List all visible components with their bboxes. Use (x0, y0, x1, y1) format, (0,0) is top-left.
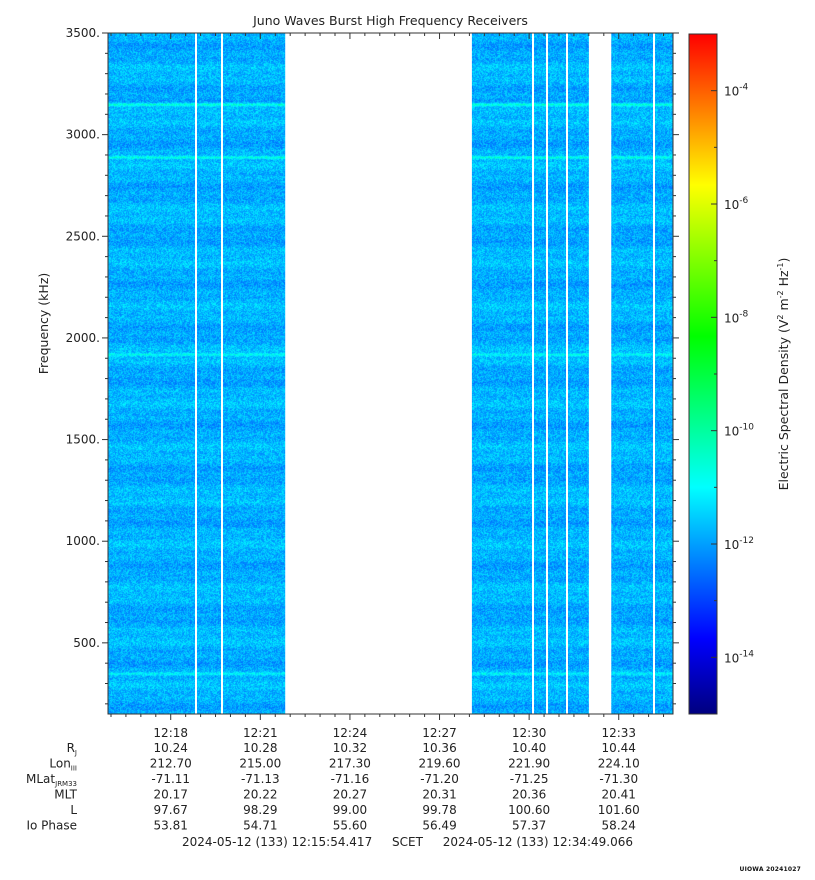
x-tick-label: 12:33 (601, 726, 636, 740)
colorbar-tick-label: 10-10 (724, 423, 754, 439)
ephemeris-value: 10.28 (243, 741, 277, 755)
x-tick-label: 12:18 (153, 726, 188, 740)
y-axis-label: Frequency (kHz) (36, 273, 51, 375)
ephemeris-value: 20.22 (243, 788, 277, 802)
colorbar-tick-label: 10-6 (724, 196, 749, 212)
ephemeris-value: 54.71 (243, 819, 277, 833)
ephemeris-value: 212.70 (150, 757, 192, 771)
y-tick-label: 1500. (66, 433, 100, 447)
colorbar-tick-label: 10-12 (724, 536, 754, 552)
ephemeris-value: 57.37 (512, 819, 546, 833)
data-gap-line (653, 33, 655, 714)
x-tick-label: 12:27 (422, 726, 457, 740)
ephemeris-value: -71.30 (599, 772, 638, 786)
ephemeris-value: 56.49 (422, 819, 456, 833)
y-tick-label: 2500. (66, 229, 100, 243)
ephemeris-value: 215.00 (239, 757, 281, 771)
colorbar-label: Electric Spectral Density (V2 m-2 Hz-1) (776, 258, 791, 491)
ephemeris-row-label: L (70, 803, 77, 817)
data-gap-line (546, 33, 548, 714)
ephemeris-value: 53.81 (154, 819, 188, 833)
ephemeris-value: -71.20 (420, 772, 459, 786)
chart-title: Juno Waves Burst High Frequency Receiver… (252, 13, 528, 28)
ephemeris-value: 219.60 (419, 757, 461, 771)
colorbar-tick-label: 10-8 (724, 309, 749, 325)
ephemeris-value: -71.11 (151, 772, 190, 786)
ephemeris-value: 10.24 (154, 741, 188, 755)
x-tick-label: 12:30 (512, 726, 547, 740)
ephemeris-value: 58.24 (602, 819, 636, 833)
ephemeris-value: 99.00 (333, 803, 367, 817)
ephemeris-row-label: RJ (67, 741, 77, 757)
data-gap-line (532, 33, 534, 714)
ephemeris-value: 98.29 (243, 803, 277, 817)
start-time: 2024-05-12 (133) 12:15:54.417 (181, 835, 373, 849)
ephemeris-value: -71.25 (510, 772, 549, 786)
y-tick-label: 500. (73, 636, 100, 650)
y-tick-label: 3500. (66, 26, 100, 40)
ephemeris-value: -71.16 (331, 772, 370, 786)
data-gap-line (195, 33, 197, 714)
version-stamp: UIOWA 20241027 (739, 866, 801, 873)
ephemeris-value: 20.17 (154, 788, 188, 802)
colorbar (688, 33, 718, 715)
data-gap (285, 33, 472, 714)
ephemeris-value: 221.90 (508, 757, 550, 771)
y-tick-label: 1000. (66, 534, 100, 548)
ephemeris-value: 101.60 (598, 803, 640, 817)
end-time: 2024-05-12 (133) 12:34:49.066 (442, 835, 634, 849)
ephemeris-row-label: LonIII (49, 757, 77, 773)
ephemeris-row-label: MLatJRM33 (26, 772, 77, 788)
ephemeris-value: 20.31 (422, 788, 456, 802)
ephemeris-value: 10.36 (422, 741, 456, 755)
ephemeris-value: 55.60 (333, 819, 367, 833)
ephemeris-value: 224.10 (598, 757, 640, 771)
time-range-footer: 2024-05-12 (133) 12:15:54.417 SCET 2024-… (0, 835, 815, 849)
ephemeris-value: -71.13 (241, 772, 280, 786)
ephemeris-value: 97.67 (154, 803, 188, 817)
ephemeris-value: 20.27 (333, 788, 367, 802)
x-tick-label: 12:24 (333, 726, 368, 740)
data-gap (588, 33, 612, 714)
ephemeris-value: 10.40 (512, 741, 546, 755)
ephemeris-value: 99.78 (422, 803, 456, 817)
colorbar-tick-label: 10-4 (724, 83, 749, 99)
y-tick-label: 2000. (66, 331, 100, 345)
x-tick-label: 12:21 (243, 726, 278, 740)
ephemeris-value: 100.60 (508, 803, 550, 817)
ephemeris-value: 10.44 (602, 741, 636, 755)
time-system: SCET (392, 835, 423, 849)
y-tick-label: 3000. (66, 128, 100, 142)
ephemeris-row-label: Io Phase (26, 819, 77, 833)
plot-frame (107, 32, 674, 715)
ephemeris-row-label: MLT (54, 788, 77, 802)
data-gap-line (566, 33, 568, 714)
ephemeris-value: 20.36 (512, 788, 546, 802)
ephemeris-value: 20.41 (602, 788, 636, 802)
data-gap-line (221, 33, 223, 714)
ephemeris-value: 10.32 (333, 741, 367, 755)
ephemeris-value: 217.30 (329, 757, 371, 771)
colorbar-tick-label: 10-14 (724, 649, 754, 665)
